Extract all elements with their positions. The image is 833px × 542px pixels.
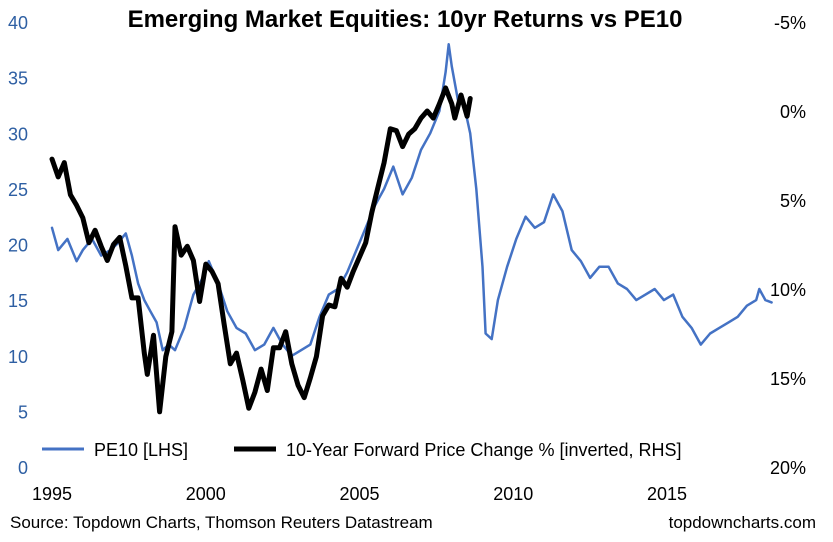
left-tick-label: 40 bbox=[8, 13, 28, 33]
right-tick-label: 10% bbox=[770, 280, 806, 300]
left-axis-ticks: 0 5 10 15 20 25 30 35 40 bbox=[8, 13, 28, 478]
x-tick-label: 2000 bbox=[186, 484, 226, 504]
x-tick-label: 1995 bbox=[32, 484, 72, 504]
legend-label-pe10: PE10 [LHS] bbox=[94, 440, 188, 460]
series-line-pe10 bbox=[50, 43, 773, 358]
left-tick-label: 30 bbox=[8, 124, 28, 144]
right-tick-label: -5% bbox=[774, 13, 806, 33]
source-note: Source: Topdown Charts, Thomson Reuters … bbox=[10, 513, 433, 532]
left-tick-label: 10 bbox=[8, 347, 28, 367]
left-tick-label: 25 bbox=[8, 180, 28, 200]
left-tick-label: 5 bbox=[18, 402, 28, 422]
right-tick-label: 0% bbox=[780, 102, 806, 122]
x-tick-label: 2010 bbox=[493, 484, 533, 504]
series-line-forward-change bbox=[49, 85, 473, 415]
left-tick-label: 0 bbox=[18, 458, 28, 478]
left-tick-label: 15 bbox=[8, 291, 28, 311]
x-axis-ticks: 1995 2000 2005 2010 2015 bbox=[32, 484, 687, 504]
series-layer bbox=[49, 43, 773, 415]
right-tick-label: 15% bbox=[770, 369, 806, 389]
left-tick-label: 20 bbox=[8, 236, 28, 256]
legend: PE10 [LHS] 10-Year Forward Price Change … bbox=[42, 440, 682, 460]
x-tick-label: 2015 bbox=[647, 484, 687, 504]
brand-label: topdowncharts.com bbox=[669, 513, 816, 532]
right-tick-label: 5% bbox=[780, 191, 806, 211]
x-tick-label: 2005 bbox=[339, 484, 379, 504]
legend-label-forward-change: 10-Year Forward Price Change % [inverted… bbox=[286, 440, 682, 460]
chart-title: Emerging Market Equities: 10yr Returns v… bbox=[128, 6, 683, 33]
left-tick-label: 35 bbox=[8, 69, 28, 89]
right-tick-label: 20% bbox=[770, 458, 806, 478]
right-axis-ticks: -5% 0% 5% 10% 15% 20% bbox=[770, 13, 806, 478]
